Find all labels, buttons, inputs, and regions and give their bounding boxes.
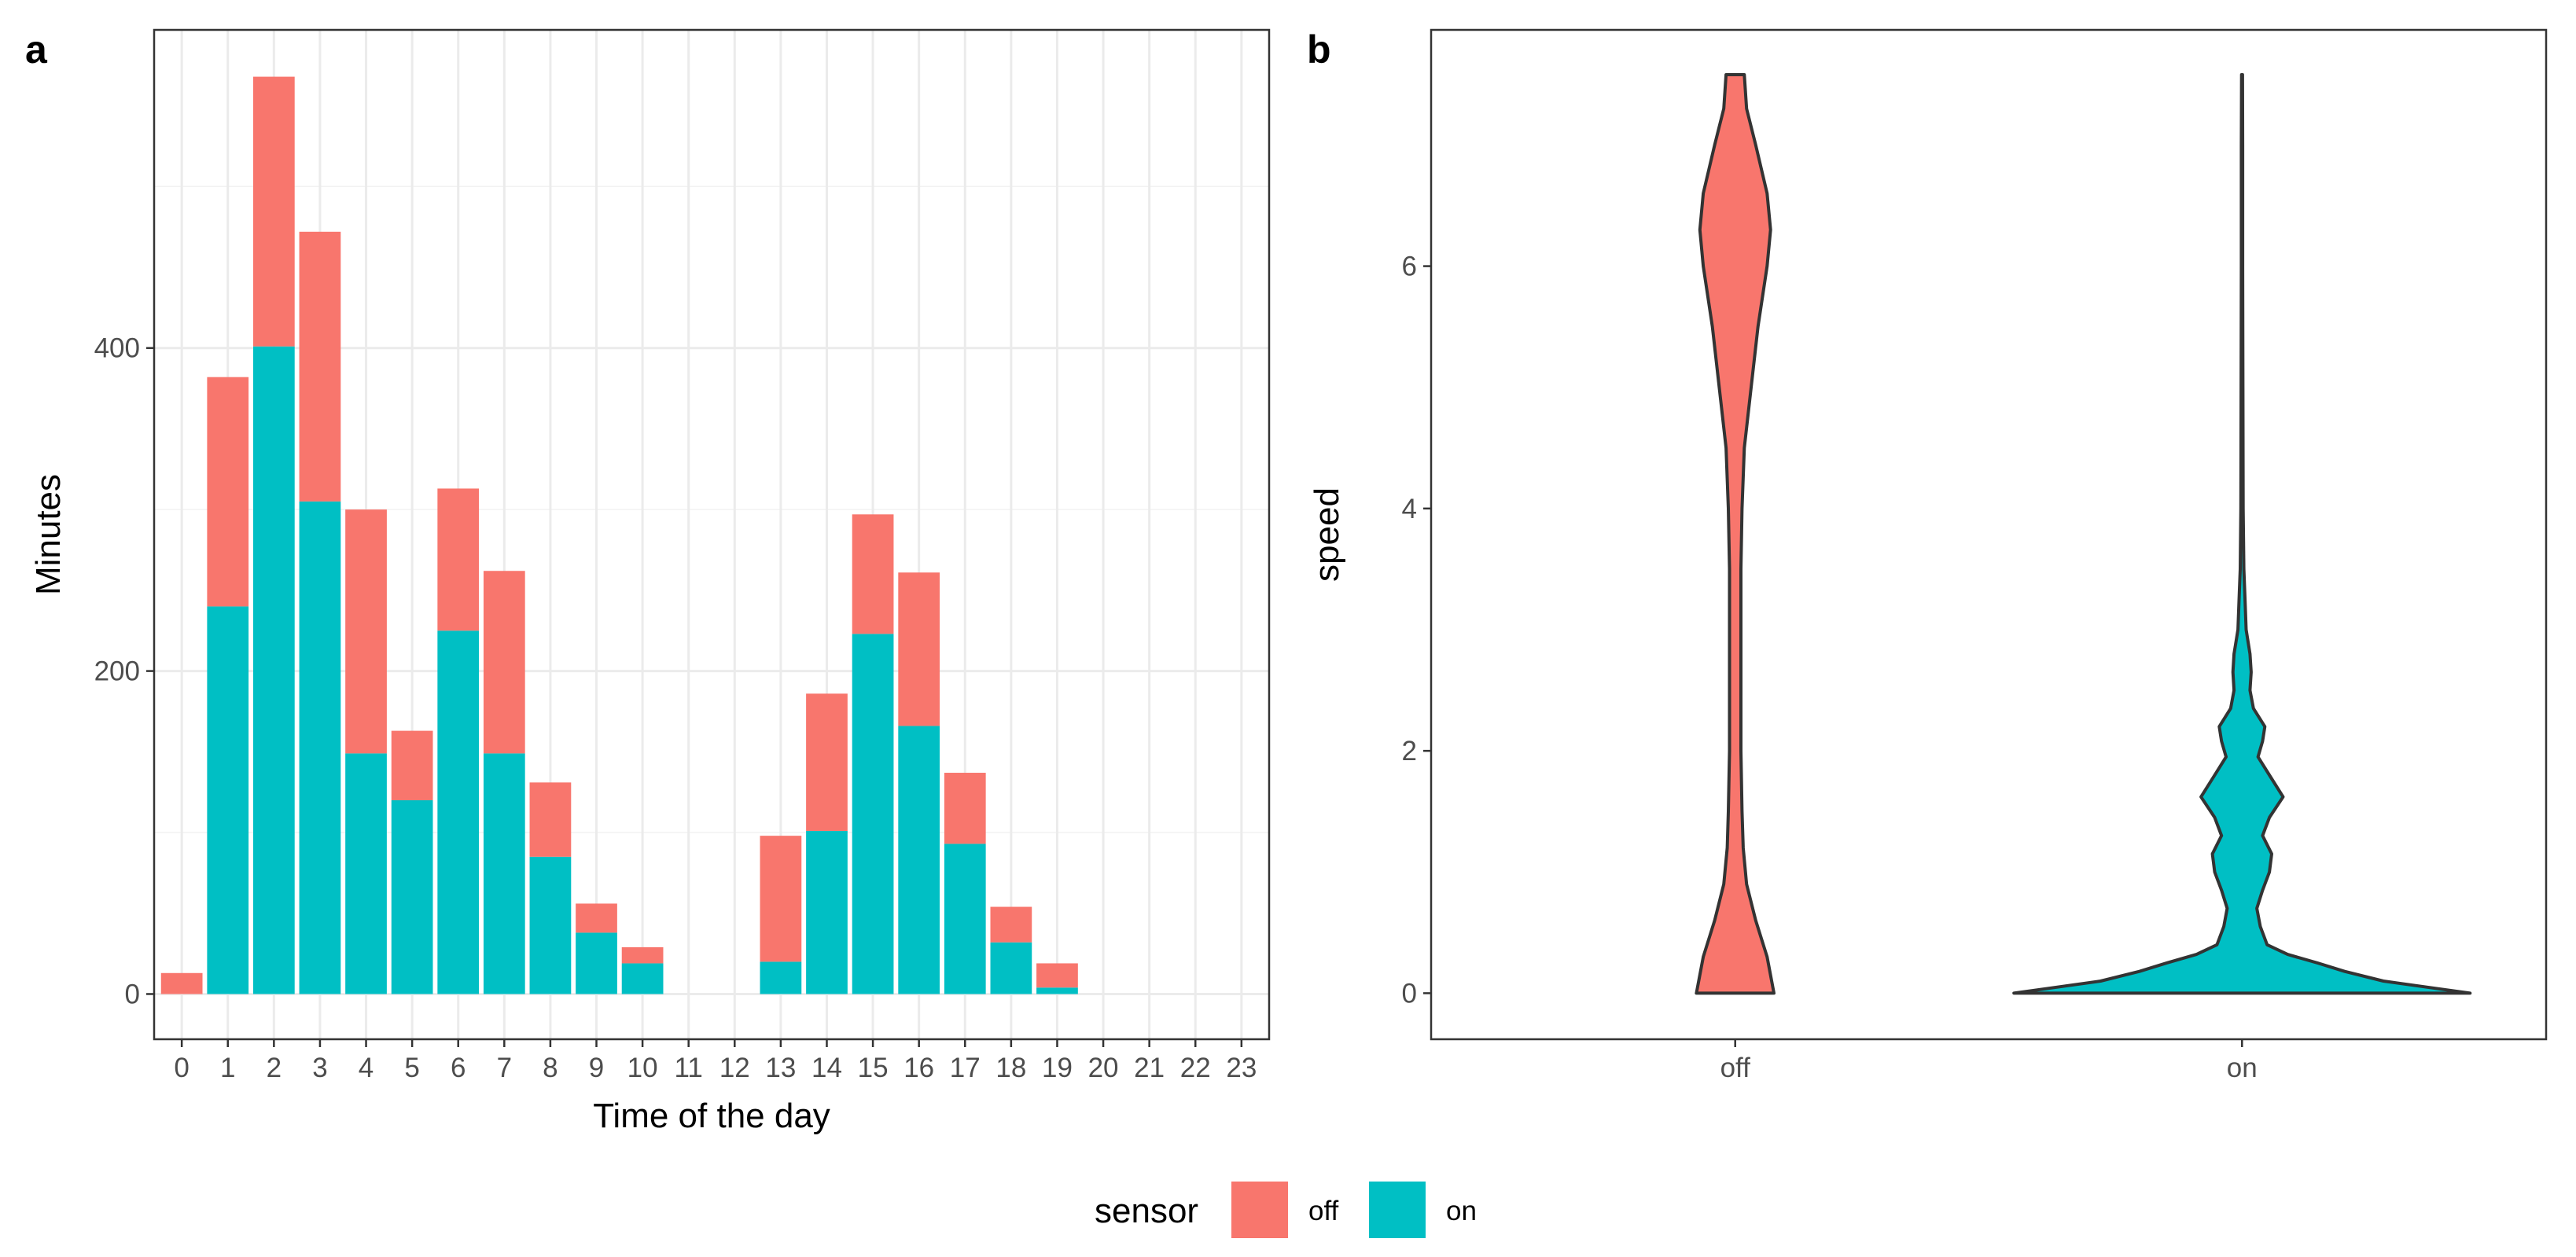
- panel-a-x-tick-label: 16: [903, 1053, 934, 1083]
- bar-off-hour-15: [852, 514, 894, 634]
- panel-a-x-tick-label: 21: [1134, 1053, 1165, 1083]
- panel-a-x-axis-title: Time of the day: [593, 1097, 830, 1135]
- bar-on-hour-2: [252, 346, 295, 994]
- legend: sensor off on: [1095, 1182, 1477, 1238]
- panel-a-x-tick-label: 19: [1042, 1053, 1073, 1083]
- bar-on-hour-10: [621, 963, 664, 994]
- panel-a-x-tick-label: 22: [1180, 1053, 1211, 1083]
- bar-on-hour-19: [1036, 987, 1078, 994]
- panel-b-y-tick-label: 0: [1402, 978, 1417, 1009]
- violin-on: [2012, 73, 2472, 995]
- panel-a-x-tick-label: 17: [950, 1053, 981, 1083]
- panel-a-x-tick-label: 0: [174, 1053, 189, 1083]
- bar-off-hour-2: [252, 76, 295, 347]
- panel-b-y-axis: 0 2 4 6: [1402, 252, 1431, 1009]
- panel-b-x-tick-label: off: [1720, 1053, 1751, 1083]
- legend-key-on: [1369, 1182, 1426, 1238]
- bar-on-hour-15: [852, 634, 894, 994]
- bar-off-hour-3: [299, 231, 341, 502]
- panel-a-x-tick-label: 5: [404, 1053, 419, 1083]
- panel-a-y-tick-label: 0: [125, 979, 140, 1009]
- panel-a-x-tick-label: 20: [1088, 1053, 1119, 1083]
- panel-a-x-tick-label: 14: [811, 1053, 842, 1083]
- panel-a-x-tick-label: 6: [451, 1053, 466, 1083]
- bar-off-hour-6: [437, 488, 480, 631]
- violin-off: [1695, 73, 1776, 995]
- panel-a-x-tick-label: 7: [497, 1053, 512, 1083]
- bar-on-hour-18: [990, 942, 1032, 994]
- panel-a-y-tick-label: 400: [94, 333, 140, 364]
- panel-a-x-tick-label: 15: [858, 1053, 889, 1083]
- panel-b-y-tick-label: 6: [1402, 252, 1417, 282]
- panel-a-bars: [160, 76, 1078, 994]
- bar-on-hour-17: [944, 844, 986, 994]
- bar-off-hour-14: [806, 693, 848, 831]
- panel-a-y-axis-title: Minutes: [29, 474, 68, 595]
- bar-off-hour-4: [345, 509, 387, 754]
- bar-on-hour-9: [576, 932, 617, 994]
- bar-on-hour-7: [483, 753, 525, 994]
- bar-off-hour-19: [1036, 963, 1078, 988]
- legend-key-off: [1231, 1182, 1288, 1238]
- legend-label-on: on: [1446, 1196, 1477, 1226]
- bar-on-hour-8: [529, 856, 572, 994]
- panel-a-x-tick-label: 9: [589, 1053, 604, 1083]
- panel-b-y-tick-label: 4: [1402, 494, 1417, 524]
- panel-b-y-tick-label: 2: [1402, 736, 1417, 766]
- panel-b-plot-border: [1430, 28, 2548, 1041]
- bar-on-hour-6: [437, 630, 480, 994]
- panel-a-x-tick-label: 12: [719, 1053, 750, 1083]
- panel-a-x-tick-label: 18: [995, 1053, 1026, 1083]
- bar-on-hour-13: [760, 961, 802, 994]
- bar-off-hour-9: [576, 903, 617, 933]
- panel-b-violin-chart: 0 2 4 6 off on speed: [1308, 28, 2548, 1083]
- panel-a-x-tick-label: 1: [220, 1053, 235, 1083]
- panel-a-y-axis: 0 200 400: [94, 333, 154, 1009]
- bar-off-hour-5: [391, 730, 433, 800]
- bar-off-hour-13: [760, 836, 802, 962]
- panel-b-x-tick-label: on: [2227, 1053, 2258, 1083]
- panel-a-x-tick-label: 23: [1226, 1053, 1257, 1083]
- bar-on-hour-16: [898, 726, 940, 994]
- bar-on-hour-14: [806, 830, 848, 994]
- bar-on-hour-4: [345, 753, 387, 994]
- panel-a-x-tick-label: 13: [765, 1053, 796, 1083]
- bar-off-hour-0: [160, 972, 203, 994]
- panel-a-x-tick-label: 11: [675, 1053, 703, 1083]
- bar-off-hour-8: [529, 782, 572, 857]
- panel-b-letter: b: [1307, 28, 1331, 72]
- panel-a-x-tick-label: 8: [543, 1053, 558, 1083]
- panel-a-x-axis: 0 1 2 3 4 5 6 7 8 9 10 11 12 13 14 15 16 17 18 19 20 21 22 23: [174, 1039, 1257, 1083]
- panel-b-y-axis-title: speed: [1308, 487, 1346, 582]
- panel-a-letter: a: [25, 28, 48, 72]
- panel-a-x-tick-label: 10: [627, 1053, 658, 1083]
- panel-a-y-tick-label: 200: [94, 656, 140, 687]
- bar-off-hour-17: [944, 773, 986, 844]
- legend-label-off: off: [1308, 1196, 1339, 1226]
- panel-b-violins: [1695, 73, 2472, 995]
- panel-a-plot-border: [153, 28, 1271, 1041]
- panel-a-x-tick-label: 3: [312, 1053, 327, 1083]
- bar-off-hour-16: [898, 572, 940, 726]
- panel-a-x-tick-label: 2: [267, 1053, 282, 1083]
- bar-off-hour-18: [990, 906, 1032, 943]
- bar-on-hour-5: [391, 799, 433, 994]
- bar-off-hour-1: [207, 377, 249, 607]
- panel-b-x-axis: off on: [1720, 1039, 2258, 1083]
- bar-on-hour-3: [299, 501, 341, 994]
- bar-off-hour-10: [621, 946, 664, 964]
- panel-b-plot-area: [1431, 30, 2546, 1039]
- legend-title: sensor: [1095, 1192, 1198, 1230]
- bar-off-hour-7: [483, 571, 525, 754]
- bar-on-hour-1: [207, 606, 249, 994]
- panel-a-x-tick-label: 4: [359, 1053, 374, 1083]
